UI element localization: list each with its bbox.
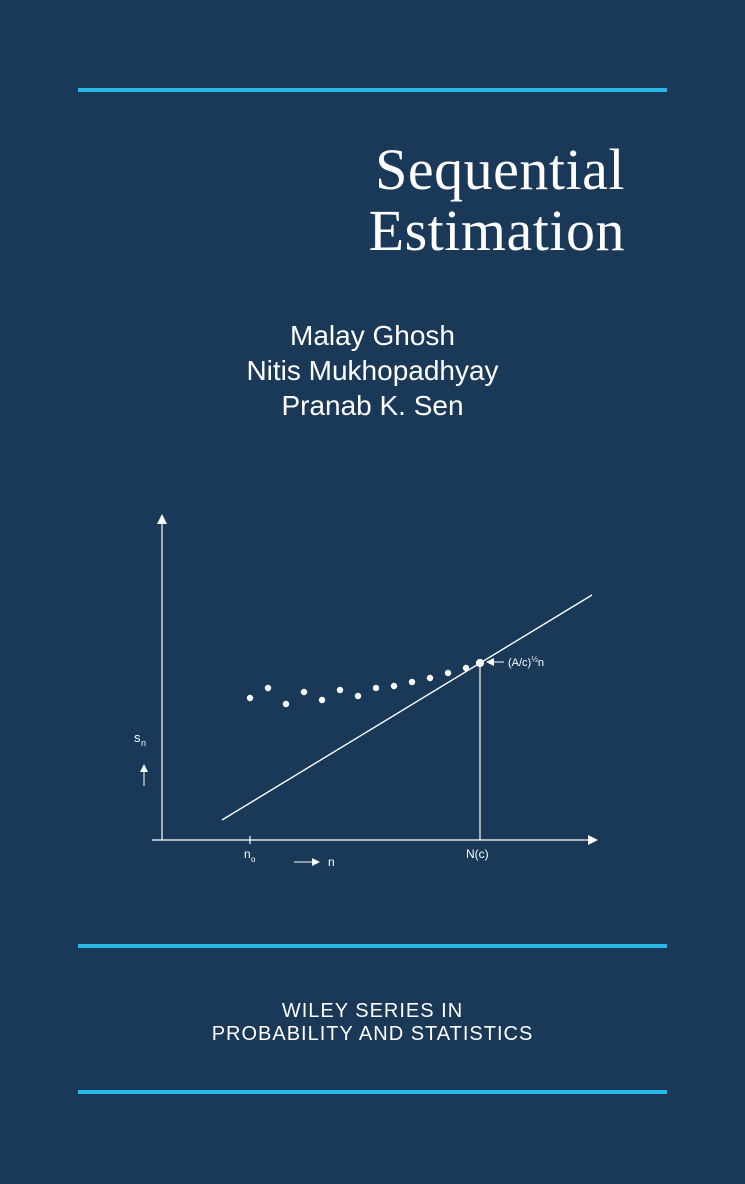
y-axis-label: s (134, 730, 141, 745)
author-2: Nitis Mukhopadhyay (0, 353, 745, 388)
chart-svg: s n n o n N(c) (A/c)½n (132, 510, 612, 890)
cover-chart: s n n o n N(c) (A/c)½n (132, 510, 612, 890)
scatter-point (445, 670, 451, 676)
scatter-point (427, 675, 433, 681)
scatter-point (391, 683, 397, 689)
title-line-1: Sequential (369, 140, 625, 201)
author-1: Malay Ghosh (0, 318, 745, 353)
scatter-point (301, 689, 307, 695)
n0-label: n (244, 847, 251, 861)
scatter-point (283, 701, 289, 707)
Nc-label: N(c) (466, 847, 489, 861)
x-axis-label: n (328, 855, 335, 869)
scatter-point (265, 685, 271, 691)
line-annotation: (A/c)½n (508, 655, 544, 669)
author-3: Pranab K. Sen (0, 388, 745, 423)
authors: Malay Ghosh Nitis Mukhopadhyay Pranab K.… (0, 318, 745, 423)
series-name: WILEY SERIES IN PROBABILITY AND STATISTI… (0, 1000, 745, 1046)
scatter-point (373, 685, 379, 691)
scatter-point (409, 679, 415, 685)
x-label-arrowhead (312, 858, 320, 866)
scatter-point (355, 693, 361, 699)
book-title: Sequential Estimation (369, 140, 625, 262)
y-axis-arrowhead (157, 514, 167, 524)
scatter-point (337, 687, 343, 693)
series-line-2: PROBABILITY AND STATISTICS (0, 1023, 745, 1046)
bottom-rule (78, 1090, 667, 1094)
diagonal-line (222, 595, 592, 820)
n0-label-sub: o (251, 855, 256, 864)
scatter-point (463, 665, 469, 671)
top-rule (78, 88, 667, 92)
scatter-point (319, 697, 325, 703)
y-label-arrowhead (140, 764, 148, 772)
series-line-1: WILEY SERIES IN (0, 1000, 745, 1023)
x-axis-arrowhead (588, 835, 598, 845)
scatter-point (247, 695, 253, 701)
y-axis-label-sub: n (141, 738, 146, 748)
title-line-2: Estimation (369, 201, 625, 262)
mid-rule (78, 944, 667, 948)
